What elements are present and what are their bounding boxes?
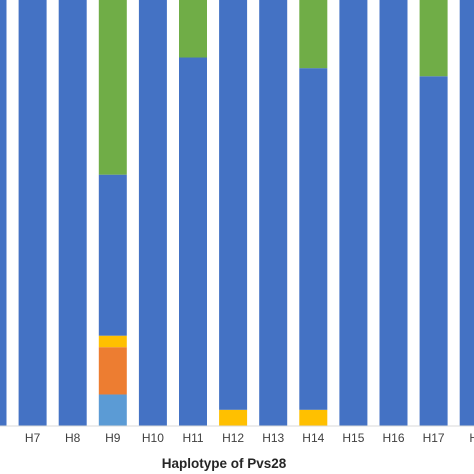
bar-segment-h8-s4 <box>58 0 87 426</box>
x-tick-h10: H10 <box>142 431 164 445</box>
bar-segment-h14-s3 <box>299 409 328 426</box>
bar-segment-h10-s4 <box>138 0 167 426</box>
bar-segment-h9-s1 <box>98 394 127 426</box>
x-tick-h9: H9 <box>105 431 121 445</box>
bar-segment-h11-s5 <box>179 0 207 58</box>
x-axis-title: Haplotype of Pvs28 <box>162 456 287 471</box>
bar-segment-h12-s3 <box>219 409 248 426</box>
x-tick-h15: H15 <box>342 431 364 445</box>
bar-segment-h16-s4 <box>379 0 408 426</box>
bar-segment-h17-s4 <box>419 76 448 426</box>
bar-segment-h9-s4 <box>98 174 127 336</box>
x-tick-h13: H13 <box>262 431 284 445</box>
x-tick-h18: H <box>469 431 474 445</box>
bar-segment-h9-s2 <box>98 347 127 395</box>
bar-segment-h15-s4 <box>339 0 368 426</box>
bar-segment-h9-s3 <box>98 335 127 348</box>
bar-segment-h14-s5 <box>299 0 328 69</box>
x-tick-h12: H12 <box>222 431 244 445</box>
bar-segment-h6-s4 <box>0 0 7 426</box>
bar-segment-h12-s4 <box>219 0 248 410</box>
x-tick-h16: H16 <box>382 431 404 445</box>
bar-segment-h13-s4 <box>259 0 288 426</box>
bar-layer <box>0 0 474 426</box>
bar-segment-h9-s5 <box>98 0 127 175</box>
x-tick-h8: H8 <box>65 431 81 445</box>
bar-segment-h11-s4 <box>179 57 207 426</box>
bar-segment-h17-s5 <box>419 0 448 77</box>
bar-segment-h14-s4 <box>299 68 328 410</box>
x-tick-h14: H14 <box>302 431 324 445</box>
x-tick-labels: 6H7H8H9H10H11H12H13H14H15H16H17H <box>25 431 474 445</box>
x-tick-h7: H7 <box>25 431 41 445</box>
bar-segment-h7-s4 <box>18 0 47 426</box>
x-tick-h11: H11 <box>182 431 203 445</box>
bar-segment-h18-s4 <box>459 0 474 426</box>
x-tick-h17: H17 <box>423 431 445 445</box>
